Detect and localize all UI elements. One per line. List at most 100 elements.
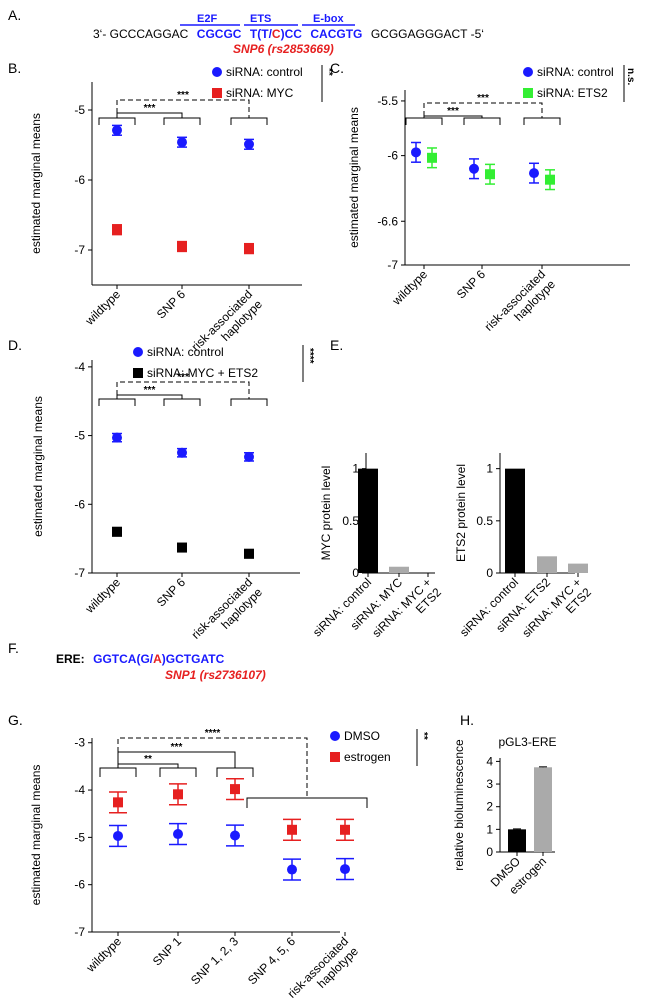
y-axis-label: ETS2 protein level (454, 464, 468, 562)
y-tick-label: -6 (74, 878, 85, 892)
data-point (177, 137, 187, 148)
series-dmso (109, 822, 354, 881)
y-tick-label: -6.6 (377, 214, 398, 228)
legend-marker (212, 67, 222, 77)
panel-label-b: B. (8, 60, 21, 76)
category-bracket (159, 767, 197, 777)
data-point (177, 447, 187, 458)
y-axis-label: estimated marginal means (347, 107, 361, 248)
x-tick-label-group: SNP 6 (154, 287, 189, 322)
category-bracket (98, 398, 136, 406)
chart-title: pGL3-ERE (498, 735, 556, 749)
panel-label-c: C. (330, 60, 344, 76)
x-tick-label-group: SNP 1 (150, 934, 185, 969)
panel-label-d: D. (8, 337, 22, 353)
data-point (340, 824, 350, 835)
panel-f-sequence: ERE: GGTCA(G/A)GCTGATC SNP1 (rs2736107) (56, 652, 266, 682)
legend-sig-label: ** (418, 732, 429, 740)
category-bracket (216, 767, 254, 777)
legend-label: siRNA: control (147, 345, 224, 359)
series-estrogen (109, 777, 354, 841)
chart-G: -7 -6 -5 -4 -3 estimated marginal means wildty… (29, 729, 429, 1001)
category-bracket (523, 117, 561, 125)
y-tick-label: -5 (74, 103, 85, 117)
seq-prefix: 3‘- GCCCAGGAC (93, 27, 189, 41)
ere-seq-1: GGTCA(G/ (93, 652, 154, 666)
comparison-sig: *** (477, 93, 489, 104)
legend-label: siRNA: MYC + ETS2 (147, 366, 258, 380)
y-axis-label: relative bioluminescence (452, 739, 466, 871)
ere-seq-2: )GCTGATC (162, 652, 225, 666)
panel-a-sequence: E2F ETS E-box 3‘- GCCCAGGAC CGCGC T(T/C)… (93, 13, 484, 56)
series-sirna-control (411, 141, 539, 184)
bar (534, 767, 552, 852)
legend-label: estrogen (344, 750, 391, 764)
ere-snp: A (153, 652, 162, 666)
data-point (244, 243, 254, 254)
x-tick-label-group: wildtype (82, 575, 123, 616)
comparison-bracket (116, 112, 183, 118)
data-point (287, 824, 297, 835)
data-point (112, 526, 122, 537)
comparisons-G: ********* (99, 728, 368, 808)
y-tick-label: -7 (74, 243, 85, 257)
comparison-sig: *** (177, 372, 189, 383)
y-axis-label: estimated marginal means (29, 765, 43, 906)
y-tick-label: -7 (74, 925, 85, 939)
y-tick-label: -5 (74, 830, 85, 844)
panel-label-h: H. (460, 712, 474, 728)
data-point (177, 241, 187, 252)
comparison-sig: *** (171, 742, 183, 753)
bar (568, 563, 588, 573)
y-tick-label: -6 (74, 173, 85, 187)
data-point (485, 169, 495, 180)
bar (389, 566, 409, 573)
ets-label: ETS (250, 13, 271, 25)
comparison-bracket (423, 115, 483, 118)
series-sirna-ets2 (427, 147, 555, 191)
legend-label: siRNA: ETS2 (537, 86, 608, 100)
comparison-bracket (117, 751, 236, 768)
ebox-label: E-box (313, 13, 344, 25)
charts: -7 -6 -5 estimated marginal means wildtype SN… (29, 65, 636, 1001)
y-tick-label: 1 (352, 462, 359, 476)
y-tick-label: 2 (486, 800, 493, 814)
data-point (244, 548, 254, 559)
comparison-sig: ** (144, 754, 152, 765)
x-tick-label-group: wildtype (83, 934, 124, 975)
data-point (287, 864, 297, 875)
data-point (244, 139, 254, 150)
x-tick-label: SNP 1, 2, 3 (188, 934, 241, 987)
x-tick-label: SNP 4, 5, 6 (245, 934, 298, 987)
x-tick-label-group: wildtype (389, 267, 430, 308)
data-point (529, 168, 539, 179)
comparison-sig: *** (447, 106, 459, 117)
legend-label: siRNA: MYC (226, 86, 294, 100)
panel-label-f: F. (8, 640, 19, 656)
chart-D: -7 -6 -5 -4 estimated marginal means wildtype… (31, 345, 315, 642)
x-tick-label-group: siRNA: MYC +ETS2 (519, 575, 594, 640)
y-tick-label: 3 (486, 777, 493, 791)
category-bracket (405, 117, 443, 125)
snp1-label: SNP1 (rs2736107) (165, 668, 266, 682)
y-tick-label: 1 (486, 822, 493, 836)
series-sirna-control (112, 124, 254, 150)
comparison-sig: *** (144, 103, 156, 114)
y-tick-label: -4 (74, 783, 85, 797)
y-tick-label: -6 (387, 149, 398, 163)
x-tick-label: SNP 6 (154, 575, 189, 610)
y-tick-label: -7 (74, 566, 85, 580)
x-tick-label-group: wildtype (82, 287, 123, 328)
data-point (113, 797, 123, 808)
seq-e2f: CGCGC (197, 27, 242, 41)
y-tick-label: 1 (486, 462, 493, 476)
x-tick-label: wildtype (82, 287, 123, 328)
y-tick-label: 0 (352, 566, 359, 580)
snp6-label: SNP6 (rs2853669) (233, 42, 334, 56)
x-tick-label: SNP 1 (150, 934, 185, 969)
y-tick-label: -6 (74, 497, 85, 511)
